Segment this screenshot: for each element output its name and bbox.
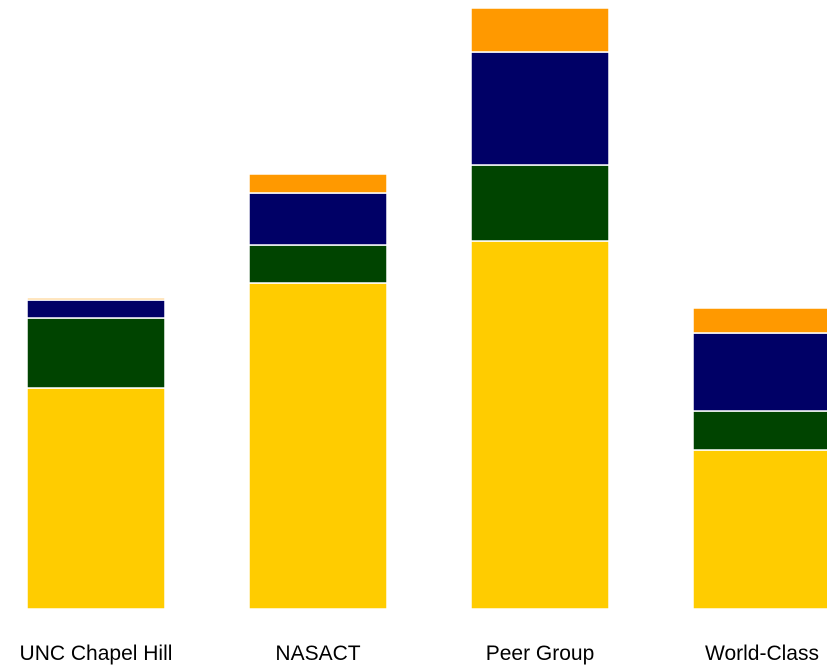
bar-segment-peer-group-2 [470, 164, 610, 242]
bar-segment-world-class-2 [692, 410, 827, 451]
bar-segment-nasact-4 [248, 173, 388, 194]
bar-segment-nasact-1 [248, 282, 388, 610]
bar-segment-world-class-1 [692, 449, 827, 610]
category-label-peer-group: Peer Group [486, 642, 595, 665]
bar-segment-world-class-4 [692, 307, 827, 334]
bar-segment-peer-group-4 [470, 7, 610, 53]
category-labels: UNC Chapel Hill NASACT Peer Group World-Cla… [20, 642, 819, 665]
category-label-nasact: NASACT [275, 642, 360, 665]
bar-segment-unc-chapel-hill-1 [26, 387, 166, 610]
bar-segment-peer-group-1 [470, 240, 610, 610]
bar-segment-peer-group-3 [470, 51, 610, 166]
category-label-world-class: World-Class [705, 642, 819, 665]
bar-segment-world-class-3 [692, 332, 827, 412]
bar-segment-unc-chapel-hill-4 [26, 297, 166, 301]
bar-segment-nasact-3 [248, 192, 388, 246]
bar-segment-unc-chapel-hill-2 [26, 317, 166, 389]
bar-segment-unc-chapel-hill-3 [26, 299, 166, 319]
category-label-unc-chapel-hill: UNC Chapel Hill [20, 642, 173, 665]
bar-group [26, 7, 827, 610]
bar-segment-nasact-2 [248, 244, 388, 284]
